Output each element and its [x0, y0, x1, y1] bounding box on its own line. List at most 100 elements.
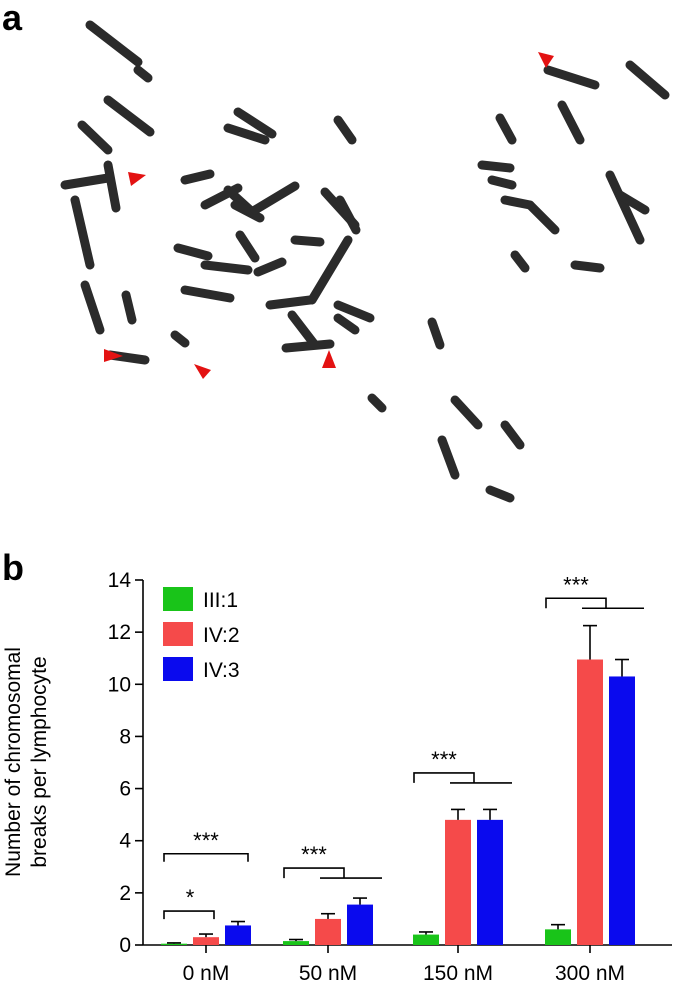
arrowhead-marker	[538, 52, 554, 68]
legend: III:1 IV:2 IV:3	[163, 587, 240, 682]
chromosome-shape	[121, 290, 137, 325]
bar-IV-2-1	[315, 918, 341, 945]
bar-IV-3-1	[347, 904, 373, 945]
y-tick-label: 2	[119, 882, 131, 905]
panel-label-a: a	[2, 0, 23, 38]
chromosome-shape	[307, 235, 353, 305]
significance-label: ***	[193, 828, 219, 853]
chromosome-shape	[180, 285, 235, 303]
chromosome-micrograph	[60, 20, 670, 503]
chromosome-shape	[525, 200, 560, 235]
legend-label: IV:3	[203, 659, 240, 682]
y-tick-label: 14	[108, 569, 132, 592]
chromosome-shape	[333, 300, 375, 323]
bar-III-1-1	[283, 941, 309, 945]
legend-label: IV:2	[203, 624, 240, 647]
significance-label: ***	[431, 747, 457, 772]
chromosome-shape	[485, 485, 515, 503]
chromosome-shape	[173, 243, 213, 261]
x-tick-label: 300 nM	[555, 962, 625, 985]
chromosome-shape	[170, 330, 190, 348]
bar-IV-2-2	[445, 819, 471, 945]
arrowhead-marker	[194, 364, 211, 379]
bar-IV-3-2	[477, 819, 503, 945]
bar-IV-2-0	[193, 937, 219, 945]
significance-bracket: ***	[413, 747, 512, 784]
x-tick-label: 150 nM	[423, 962, 493, 985]
chromosome-shape	[557, 100, 585, 145]
chromosome-shape	[200, 183, 243, 210]
chromosome-shape	[437, 435, 460, 480]
y-axis-title-line-1: Number of chromosomal	[2, 647, 25, 877]
bracket-line	[283, 867, 345, 879]
y-tick-label: 12	[108, 621, 131, 644]
legend-swatch	[163, 622, 193, 646]
significance-label: *	[186, 885, 195, 910]
bracket-line	[545, 597, 607, 609]
y-tick-label: 4	[119, 830, 131, 853]
chromosome-shape	[235, 230, 260, 263]
chromosome-shape	[265, 295, 315, 310]
chromosome-shape	[333, 115, 357, 145]
chromosome-shape	[335, 195, 361, 235]
chromosome-shape	[510, 250, 530, 273]
chromosome-shape	[543, 65, 600, 90]
chromosome-shape	[133, 65, 153, 83]
bar-III-1-3	[545, 929, 571, 945]
legend-swatch	[163, 657, 193, 681]
chromosome-shape	[230, 200, 265, 223]
chromosome-shape	[487, 175, 517, 190]
chromosome-shape	[477, 160, 515, 173]
bar-IV-3-0	[225, 925, 251, 945]
arrowhead-group	[104, 52, 554, 379]
significance-label: ***	[563, 572, 589, 597]
arrowhead-marker	[322, 350, 336, 368]
y-tick-label: 0	[119, 934, 131, 957]
chromosome-shape	[605, 170, 645, 245]
arrowhead-marker	[104, 349, 123, 362]
bracket-line	[163, 910, 215, 920]
chromosome-shape	[180, 169, 215, 185]
chromosome-shape	[450, 395, 483, 430]
x-tick-label: 50 nM	[299, 962, 357, 985]
chromosome-shape	[85, 20, 143, 67]
chromosome-shape	[625, 60, 670, 100]
y-tick-label: 10	[108, 673, 131, 696]
x-tick-label: 0 nM	[183, 962, 230, 985]
chromosome-shape	[281, 339, 335, 353]
chromosome-shape	[427, 317, 445, 350]
chromosome-shape	[495, 113, 517, 145]
panel-label-b: b	[2, 547, 24, 588]
bar-chart: Number of chromosomal breaks per lymphocy…	[2, 569, 672, 985]
chromosome-shape	[77, 120, 113, 155]
bracket-line	[163, 852, 249, 862]
chromosome-shape	[500, 420, 525, 450]
chromosome-shape	[233, 107, 277, 139]
significance-bracket: ***	[163, 828, 249, 862]
chromosome-shape	[70, 195, 95, 270]
bar-IV-3-3	[609, 676, 635, 945]
chromosome-shape	[333, 313, 360, 335]
chromosome-shape	[615, 190, 650, 215]
arrowhead-marker	[128, 172, 146, 186]
legend-swatch	[163, 587, 193, 611]
significance-bracket: ***	[283, 842, 382, 879]
chromosome-shape	[250, 181, 300, 215]
chromosome-shape	[367, 393, 387, 413]
legend-label: III:1	[203, 589, 238, 612]
chromosome-shape	[60, 173, 113, 190]
bracket-line	[413, 772, 475, 783]
bar-III-1-2	[413, 934, 439, 945]
bar-III-1-0	[161, 943, 187, 945]
chromosome-shape	[570, 260, 605, 273]
chromosome-group	[60, 20, 670, 503]
chromosome-shape	[80, 280, 105, 335]
y-axis-title-line-2: breaks per lymphocyte	[28, 656, 51, 867]
y-tick-label: 8	[119, 725, 131, 748]
y-tick-label: 6	[119, 778, 131, 801]
chromosome-shape	[103, 160, 121, 213]
chromosome-shape	[200, 260, 253, 275]
significance-bracket: *	[163, 885, 215, 920]
chromosome-shape	[103, 95, 155, 137]
significance-label: ***	[301, 842, 327, 867]
